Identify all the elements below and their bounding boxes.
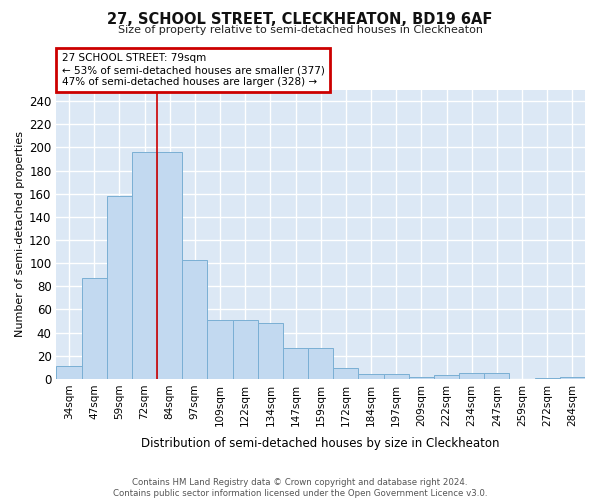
Bar bbox=[82, 278, 107, 379]
Bar bbox=[258, 324, 283, 379]
Bar bbox=[283, 348, 308, 379]
Bar bbox=[132, 152, 157, 379]
Text: Contains HM Land Registry data © Crown copyright and database right 2024.
Contai: Contains HM Land Registry data © Crown c… bbox=[113, 478, 487, 498]
Bar bbox=[459, 373, 484, 379]
Bar bbox=[383, 374, 409, 379]
Text: 27, SCHOOL STREET, CLECKHEATON, BD19 6AF: 27, SCHOOL STREET, CLECKHEATON, BD19 6AF bbox=[107, 12, 493, 28]
Text: 27 SCHOOL STREET: 79sqm
← 53% of semi-detached houses are smaller (377)
47% of s: 27 SCHOOL STREET: 79sqm ← 53% of semi-de… bbox=[62, 54, 325, 86]
Bar bbox=[560, 376, 585, 379]
Bar bbox=[107, 196, 132, 379]
Bar bbox=[535, 378, 560, 379]
Y-axis label: Number of semi-detached properties: Number of semi-detached properties bbox=[15, 131, 25, 337]
Bar bbox=[308, 348, 333, 379]
Bar bbox=[409, 376, 434, 379]
Bar bbox=[182, 260, 208, 379]
X-axis label: Distribution of semi-detached houses by size in Cleckheaton: Distribution of semi-detached houses by … bbox=[142, 437, 500, 450]
Bar bbox=[333, 368, 358, 379]
Bar bbox=[233, 320, 258, 379]
Bar bbox=[157, 152, 182, 379]
Bar bbox=[358, 374, 383, 379]
Bar bbox=[484, 373, 509, 379]
Bar bbox=[434, 376, 459, 379]
Bar bbox=[208, 320, 233, 379]
Bar bbox=[56, 366, 82, 379]
Text: Size of property relative to semi-detached houses in Cleckheaton: Size of property relative to semi-detach… bbox=[118, 25, 482, 35]
